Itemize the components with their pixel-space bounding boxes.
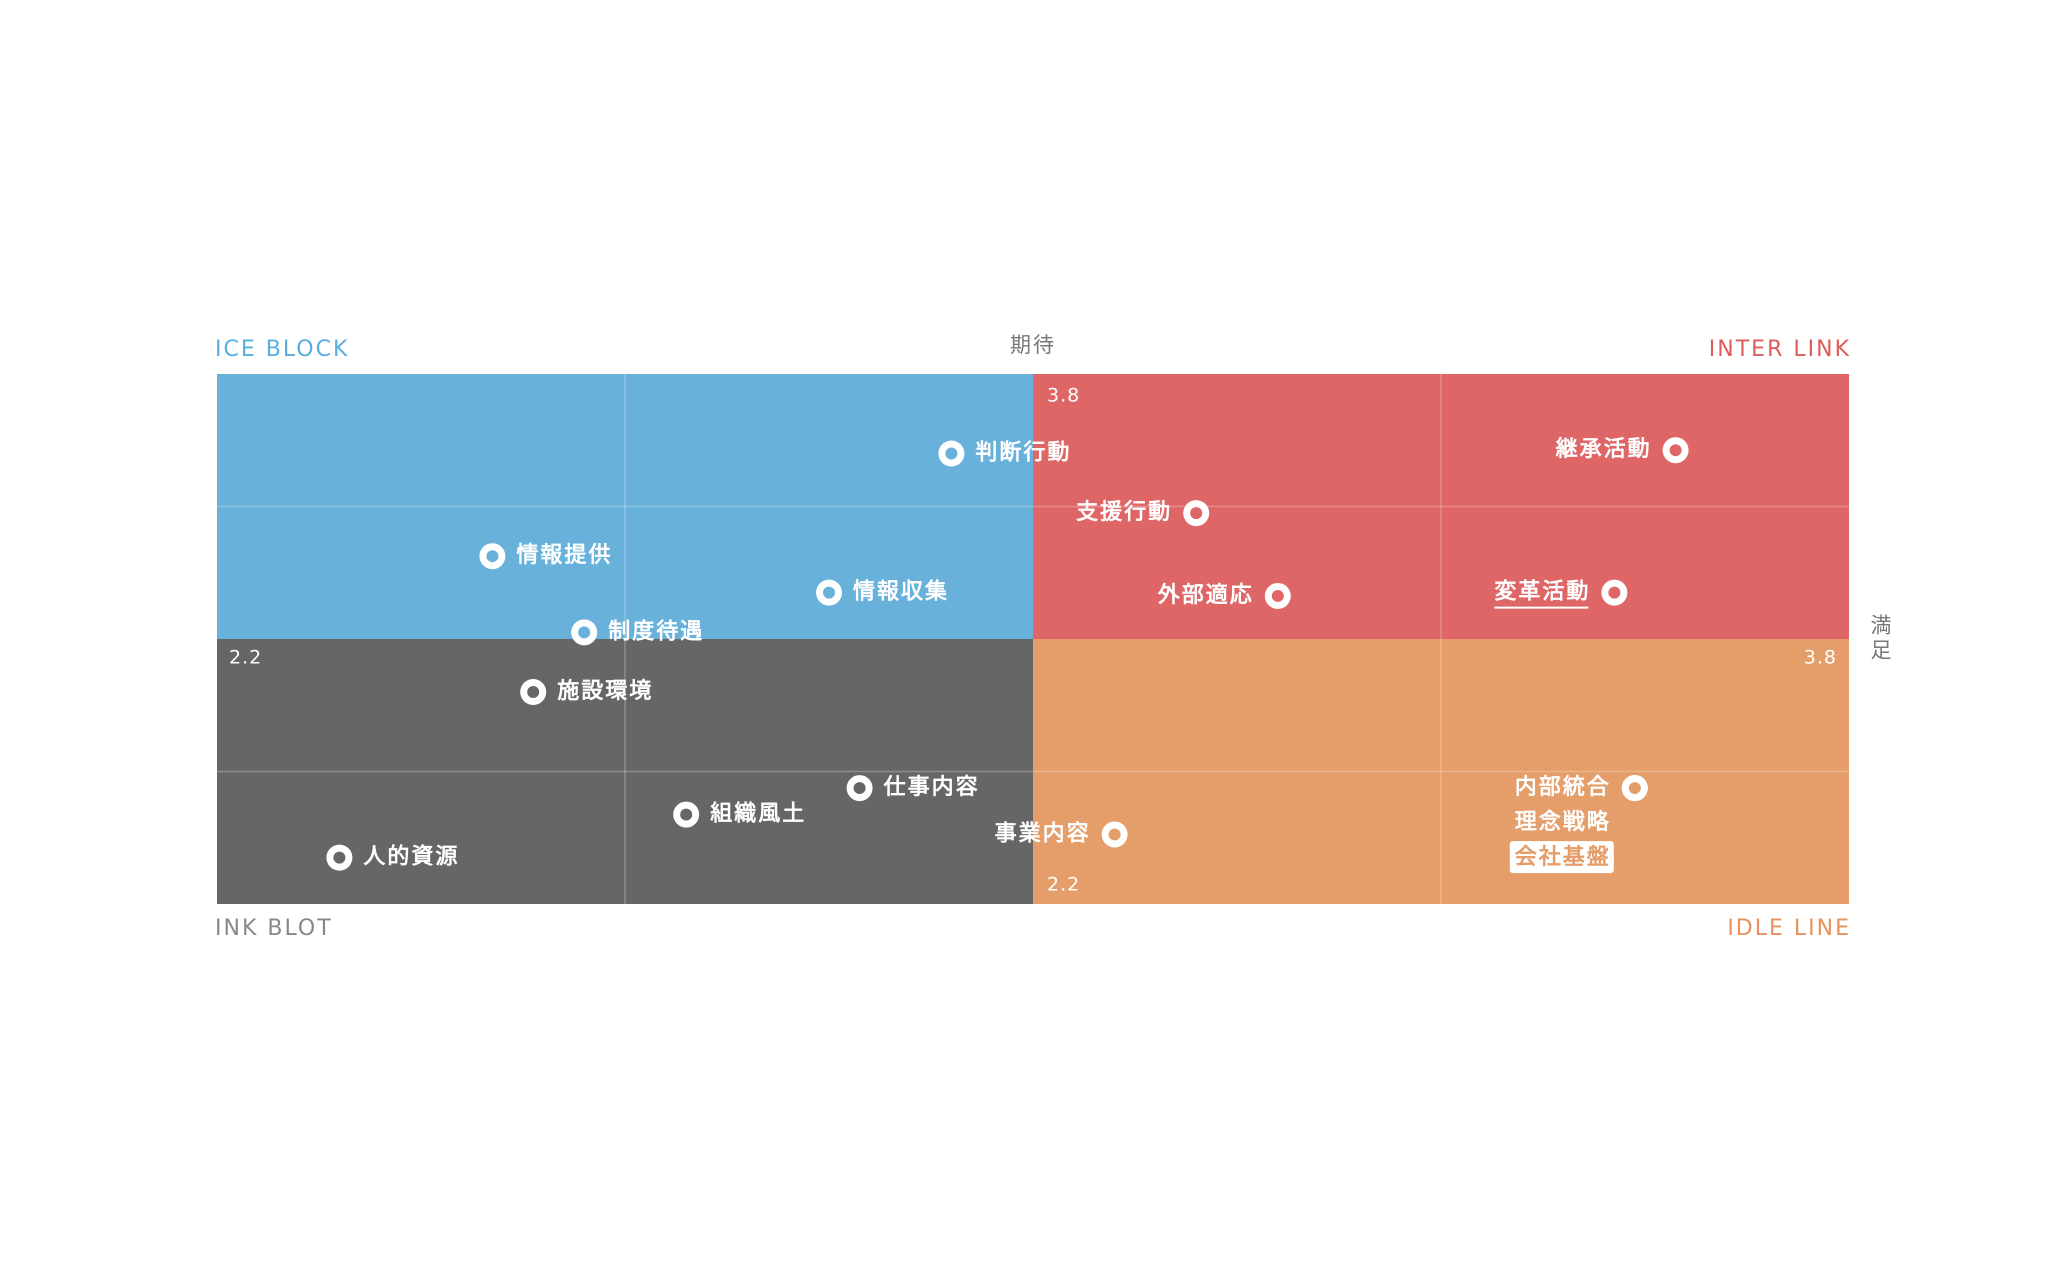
point-label: 人的資源 <box>362 844 459 870</box>
point-label: 支援行動 <box>1076 499 1172 525</box>
point: 支援行動 <box>1076 499 1210 527</box>
point: 制度待遇 <box>571 618 704 646</box>
point: 組織風土 <box>673 801 806 828</box>
label-box <box>1509 841 1614 874</box>
point-label: 会社基盤 <box>1515 844 1611 870</box>
point-label: 制度待遇 <box>608 618 704 644</box>
point: 変革活動 <box>1494 579 1628 609</box>
y-axis-title: 期待 <box>1010 333 1056 357</box>
point-marker-core <box>1669 444 1682 457</box>
point: 情報提供 <box>479 542 612 570</box>
x-tick-label: 3.8 <box>1804 647 1837 669</box>
point-marker-core <box>527 686 540 698</box>
y-tick-label: 2.2 <box>1047 874 1080 896</box>
quadrant-label: ICE BLOCK <box>215 337 349 362</box>
point-label: 内部統合 <box>1515 774 1611 800</box>
point: 情報収集 <box>816 579 949 606</box>
point-label: 継承活動 <box>1555 436 1652 462</box>
point-marker-core <box>1108 828 1121 841</box>
point-label: 変革活動 <box>1494 580 1590 605</box>
point-label: 情報収集 <box>853 579 949 605</box>
point-marker-core <box>680 808 693 821</box>
point-label: 理念戦略 <box>1515 809 1611 835</box>
point-label: 施設環境 <box>557 678 653 704</box>
quadrant <box>1033 639 1849 904</box>
point-marker-core <box>486 550 499 563</box>
point-marker-core <box>1608 586 1621 599</box>
x-axis-title: 満足 <box>1868 614 1892 664</box>
point-label: 判断行動 <box>975 440 1071 466</box>
quadrant <box>217 374 1033 639</box>
point-marker-core <box>853 782 866 795</box>
point-marker-core <box>1271 589 1284 602</box>
point-marker-core <box>1190 507 1203 520</box>
point-marker-core <box>578 626 591 639</box>
point: 仕事内容 <box>846 774 980 802</box>
point: 継承活動 <box>1555 436 1689 464</box>
x-tick-label: 2.2 <box>229 647 262 669</box>
point-marker-core <box>823 586 835 599</box>
quadrant <box>1033 374 1849 639</box>
point-label: 組織風土 <box>709 801 806 827</box>
point-label: 仕事内容 <box>883 774 980 800</box>
point: 施設環境 <box>520 678 653 705</box>
y-tick-label: 3.8 <box>1047 385 1080 407</box>
quadrant <box>217 639 1033 904</box>
point: 判断行動 <box>938 440 1071 467</box>
point: 会社基盤 <box>1509 775 1648 874</box>
quadrant-label: INK BLOT <box>215 916 333 941</box>
point-label: 事業内容 <box>995 820 1091 846</box>
quadrant-label: INTER LINK <box>1709 337 1851 362</box>
point-label: 情報提供 <box>516 542 612 568</box>
grid <box>217 374 1849 904</box>
point: 事業内容 <box>995 820 1128 848</box>
point: 外部適応 <box>1157 582 1291 609</box>
point-label: 外部適応 <box>1157 582 1254 608</box>
point: 人的資源 <box>326 844 459 871</box>
quadrants <box>217 374 1849 904</box>
point-marker-core <box>333 851 346 864</box>
point-marker-core <box>1628 782 1641 795</box>
point-marker-core <box>945 447 958 460</box>
quadrant-label: IDLE LINE <box>1727 916 1851 941</box>
